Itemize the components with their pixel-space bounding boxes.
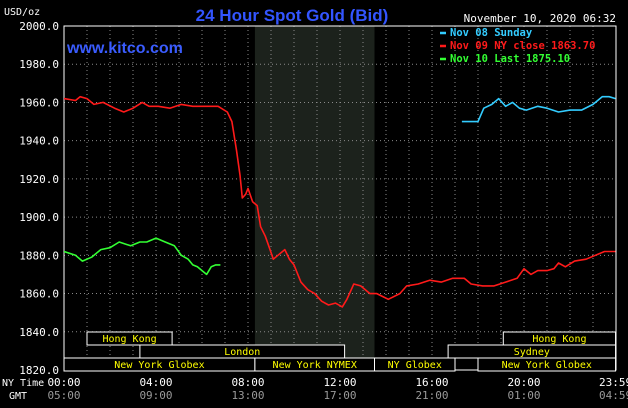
series-line-2 bbox=[63, 237, 221, 276]
legend-entry: Nov 10 Last 1875.10 bbox=[450, 53, 570, 65]
series-line-1 bbox=[461, 95, 616, 123]
market-session-label: Hong Kong bbox=[532, 334, 586, 345]
kitco-watermark: www.kitco.com bbox=[66, 40, 183, 57]
x-tick-label-ny: 08:00 bbox=[231, 376, 264, 389]
market-session-label: Hong Kong bbox=[102, 334, 156, 345]
y-axis-tick-labels: 2000.0 1980.0 1960.0 1940.0 1920.0 1900.0 1880… bbox=[19, 20, 59, 377]
y-tick-label: 1920.0 bbox=[19, 173, 59, 186]
market-sessions: Hong Kong Hong Kong London Sydney New York G… bbox=[63, 331, 617, 372]
ny-time-label: NY Time bbox=[2, 378, 44, 389]
market-session-label: Sydney bbox=[514, 347, 550, 358]
price-series bbox=[63, 95, 616, 308]
gmt-label: GMT bbox=[9, 391, 27, 402]
legend-entry: Nov 09 NY close 1863.70 bbox=[450, 40, 595, 52]
market-session-box bbox=[477, 357, 617, 372]
x-tick-label-gmt: 17:00 bbox=[323, 389, 356, 402]
x-tick-label-ny: 04:00 bbox=[139, 376, 172, 389]
y-tick-label: 1900.0 bbox=[19, 211, 59, 224]
market-session-box bbox=[374, 357, 456, 372]
x-tick-label-ny: 12:00 bbox=[323, 376, 356, 389]
x-tick-label-ny: 16:00 bbox=[415, 376, 448, 389]
y-tick-label: 1960.0 bbox=[19, 96, 59, 109]
x-tick-label-gmt: 13:00 bbox=[231, 389, 264, 402]
x-tick-label-gmt: 21:00 bbox=[415, 389, 448, 402]
market-session-box bbox=[86, 331, 173, 346]
x-tick-label-gmt: 04:59 bbox=[599, 389, 628, 402]
series-line-0 bbox=[63, 95, 616, 308]
y-axis-label: USD/oz bbox=[4, 7, 40, 18]
y-tick-label: 1980.0 bbox=[19, 58, 59, 71]
y-tick-label: 1880.0 bbox=[19, 249, 59, 262]
x-tick-label-gmt: 09:00 bbox=[139, 389, 172, 402]
nymex-session-highlight bbox=[254, 26, 375, 370]
legend-entry: Nov 08 Sunday bbox=[450, 27, 533, 39]
y-tick-label: 1860.0 bbox=[19, 288, 59, 301]
y-tick-label: 1840.0 bbox=[19, 326, 59, 339]
market-session-label: London bbox=[224, 347, 260, 358]
market-session-label: New York NYMEX bbox=[273, 360, 357, 371]
x-tick-label-ny: 23:59 bbox=[599, 376, 628, 389]
timestamp: November 10, 2020 06:32 bbox=[464, 12, 616, 25]
chart-title: 24 Hour Spot Gold (Bid) bbox=[196, 6, 389, 25]
y-tick-label: 1820.0 bbox=[19, 364, 59, 377]
market-session-label: New York Globex bbox=[114, 360, 204, 371]
x-tick-label-ny: 00:00 bbox=[47, 376, 80, 389]
x-tick-label-gmt: 01:00 bbox=[507, 389, 540, 402]
x-tick-label-gmt: 05:00 bbox=[47, 389, 80, 402]
market-session-label: New York Globex bbox=[502, 360, 592, 371]
y-tick-label: 1940.0 bbox=[19, 135, 59, 148]
market-session-label: NY Globex bbox=[388, 360, 442, 371]
x-tick-label-ny: 20:00 bbox=[507, 376, 540, 389]
y-tick-label: 2000.0 bbox=[19, 20, 59, 33]
